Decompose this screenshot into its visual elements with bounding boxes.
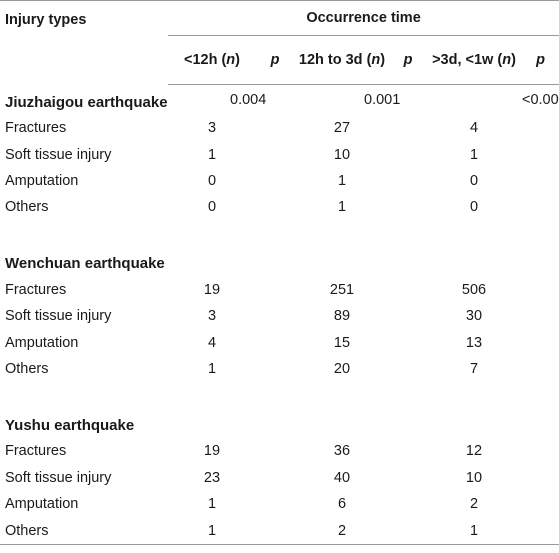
table-row: Amputation 4 15 13 [5, 334, 483, 351]
header-row-top: Injury types Occurrence time [0, 0, 559, 85]
table-row: Soft tissue injury 3 89 30 [5, 308, 483, 325]
table-row: Amputation 1 6 2 [5, 496, 479, 512]
section-title: Jiuzhaigou earthquake [5, 93, 168, 111]
table-row: Soft tissue injury 23 40 10 [5, 469, 483, 486]
p-value-3: <0.001 [522, 92, 559, 109]
table-row: Fractures 3 27 4 [5, 120, 479, 137]
table-row: Amputation 0 1 0 [5, 173, 479, 190]
section-title: Yushu earthquake [5, 416, 135, 434]
p-value-1: 0.004 [230, 92, 267, 109]
table-row: Fractures 19 36 12 [5, 443, 483, 460]
header-p2: p [390, 35, 426, 85]
table-row: Others 0 1 0 [5, 199, 479, 216]
section-row-yushu: Yushu earthquake [0, 408, 559, 438]
header-row-sub: <12h (n) p 12h to 3d (n) p >3d, <1w (n) … [0, 35, 559, 85]
table-row: Others 1 20 7 [5, 360, 479, 377]
table-row: Fractures 19 251 506 [5, 281, 487, 298]
spacer-row [0, 220, 559, 246]
header-injury-types: Injury types [0, 0, 168, 85]
section-title: Wenchuan earthquake [5, 255, 165, 273]
section-row-jiuzhaigou: Jiuzhaigou earthquake 0.004 0.001 <0.001 [0, 85, 559, 116]
header-occurrence-time: Occurrence time [168, 0, 559, 36]
p-value-2: 0.001 [364, 92, 401, 109]
table-row: Soft tissue injury 1 10 1 [5, 146, 479, 163]
header-col-lt12h: <12h (n) [168, 35, 256, 85]
header-p3: p [522, 35, 559, 85]
header-p1: p [256, 35, 294, 85]
header-col-12h-3d: 12h to 3d (n) [294, 35, 390, 85]
section-row-wenchuan: Wenchuan earthquake [0, 246, 559, 276]
header-col-3d-1w: >3d, <1w (n) [426, 35, 522, 85]
spacer-row [0, 382, 559, 408]
table-row: Others 1 2 1 [0, 517, 559, 546]
